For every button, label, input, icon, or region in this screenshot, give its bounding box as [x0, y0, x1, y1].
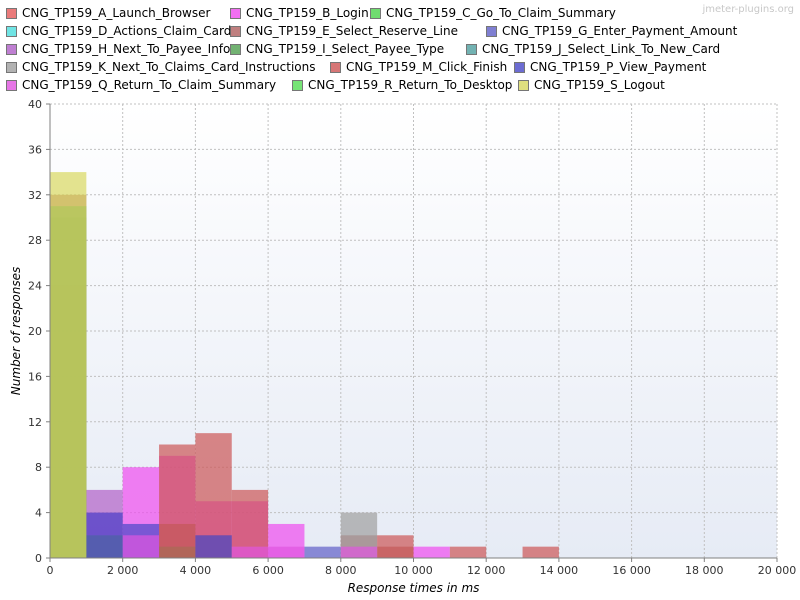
legend-item: CNG_TP159_I_Select_Payee_Type — [230, 40, 444, 58]
histogram-bar — [413, 546, 450, 558]
legend-swatch — [518, 79, 529, 91]
legend-item: CNG_TP159_E_Select_Reserve_Line — [230, 22, 458, 40]
x-tick-label: 8 000 — [325, 564, 357, 577]
y-tick-label: 12 — [28, 416, 42, 429]
histogram-bar — [268, 546, 305, 558]
legend-label: CNG_TP159_R_Return_To_Desktop — [308, 78, 513, 92]
x-tick-label: 12 000 — [467, 564, 506, 577]
x-tick-label: 10 000 — [394, 564, 433, 577]
legend-item: CNG_TP159_D_Actions_Claim_Card — [6, 22, 231, 40]
legend-item: CNG_TP159_K_Next_To_Claims_Card_Instruct… — [6, 58, 315, 76]
legend-label: CNG_TP159_P_View_Payment — [530, 60, 707, 74]
legend-label: CNG_TP159_H_Next_To_Payee_Info — [22, 42, 231, 56]
histogram-bar — [122, 535, 160, 558]
legend-label: CNG_TP159_E_Select_Reserve_Line — [246, 24, 458, 38]
y-tick-label: 28 — [28, 234, 42, 247]
legend-swatch — [6, 7, 17, 19]
legend-item: CNG_TP159_C_Go_To_Claim_Summary — [370, 4, 616, 22]
histogram-bar — [449, 546, 487, 558]
x-tick-label: 14 000 — [540, 564, 579, 577]
histogram-bar — [340, 546, 378, 558]
legend-swatch — [330, 61, 341, 73]
x-tick-label: 2 000 — [107, 564, 139, 577]
histogram-bar — [304, 546, 341, 558]
legend-swatch — [230, 25, 241, 37]
legend-swatch — [230, 43, 241, 55]
legend-swatch — [292, 79, 303, 91]
legend-swatch — [6, 43, 17, 55]
x-tick-label: 16 000 — [612, 564, 651, 577]
legend-item: CNG_TP159_B_Login — [230, 4, 369, 22]
legend-item: CNG_TP159_G_Enter_Payment_Amount — [486, 22, 737, 40]
histogram-bar — [522, 546, 559, 558]
legend-swatch — [486, 25, 497, 37]
legend-label: CNG_TP159_S_Logout — [534, 78, 665, 92]
legend-label: CNG_TP159_A_Launch_Browser — [22, 6, 211, 20]
histogram-bar — [50, 172, 87, 558]
y-tick-label: 8 — [35, 461, 42, 474]
y-tick-label: 20 — [28, 325, 42, 338]
legend-item: CNG_TP159_H_Next_To_Payee_Info — [6, 40, 230, 58]
legend-item: CNG_TP159_A_Launch_Browser — [6, 4, 210, 22]
x-tick-label: 4 000 — [180, 564, 212, 577]
legend-item: CNG_TP159_S_Logout — [518, 76, 665, 94]
histogram-bar — [86, 512, 123, 558]
y-tick-label: 16 — [28, 370, 42, 383]
x-axis-title: Response times in ms — [348, 581, 480, 595]
y-tick-label: 4 — [35, 507, 42, 520]
x-tick-label: 0 — [47, 564, 54, 577]
histogram-bar — [231, 546, 269, 558]
histogram-bar — [195, 535, 232, 558]
legend-swatch — [466, 43, 477, 55]
y-tick-label: 36 — [28, 143, 42, 156]
histogram-bar — [377, 535, 414, 558]
y-axis-title: Number of responses — [9, 267, 23, 395]
legend-item: CNG_TP159_Q_Return_To_Claim_Summary — [6, 76, 276, 94]
x-tick-label: 20 000 — [758, 564, 797, 577]
legend-label: CNG_TP159_J_Select_Link_To_New_Card — [482, 42, 721, 56]
x-tick-label: 6 000 — [252, 564, 284, 577]
legend-label: CNG_TP159_I_Select_Payee_Type — [246, 42, 445, 56]
legend-label: CNG_TP159_D_Actions_Claim_Card — [22, 24, 232, 38]
legend-label: CNG_TP159_G_Enter_Payment_Amount — [502, 24, 738, 38]
legend-label: CNG_TP159_Q_Return_To_Claim_Summary — [22, 78, 277, 92]
watermark: jmeter-plugins.org — [702, 4, 794, 15]
y-tick-label: 0 — [35, 552, 42, 565]
legend-item: CNG_TP159_P_View_Payment — [514, 58, 706, 76]
histogram-bar — [159, 444, 196, 558]
legend-swatch — [514, 61, 525, 73]
y-tick-label: 24 — [28, 280, 42, 293]
legend-label: CNG_TP159_C_Go_To_Claim_Summary — [386, 6, 616, 20]
legend-swatch — [230, 7, 241, 19]
legend-swatch — [6, 79, 17, 91]
legend-item: CNG_TP159_R_Return_To_Desktop — [292, 76, 512, 94]
x-tick-label: 18 000 — [685, 564, 724, 577]
legend-item: CNG_TP159_J_Select_Link_To_New_Card — [466, 40, 720, 58]
legend-item: CNG_TP159_M_Click_Finish — [330, 58, 507, 76]
y-tick-label: 40 — [28, 98, 42, 111]
legend-label: CNG_TP159_M_Click_Finish — [346, 60, 508, 74]
y-tick-label: 32 — [28, 189, 42, 202]
legend-swatch — [370, 7, 381, 19]
legend-label: CNG_TP159_B_Login — [246, 6, 369, 20]
legend-swatch — [6, 61, 17, 73]
legend-swatch — [6, 25, 17, 37]
legend-label: CNG_TP159_K_Next_To_Claims_Card_Instruct… — [22, 60, 316, 74]
